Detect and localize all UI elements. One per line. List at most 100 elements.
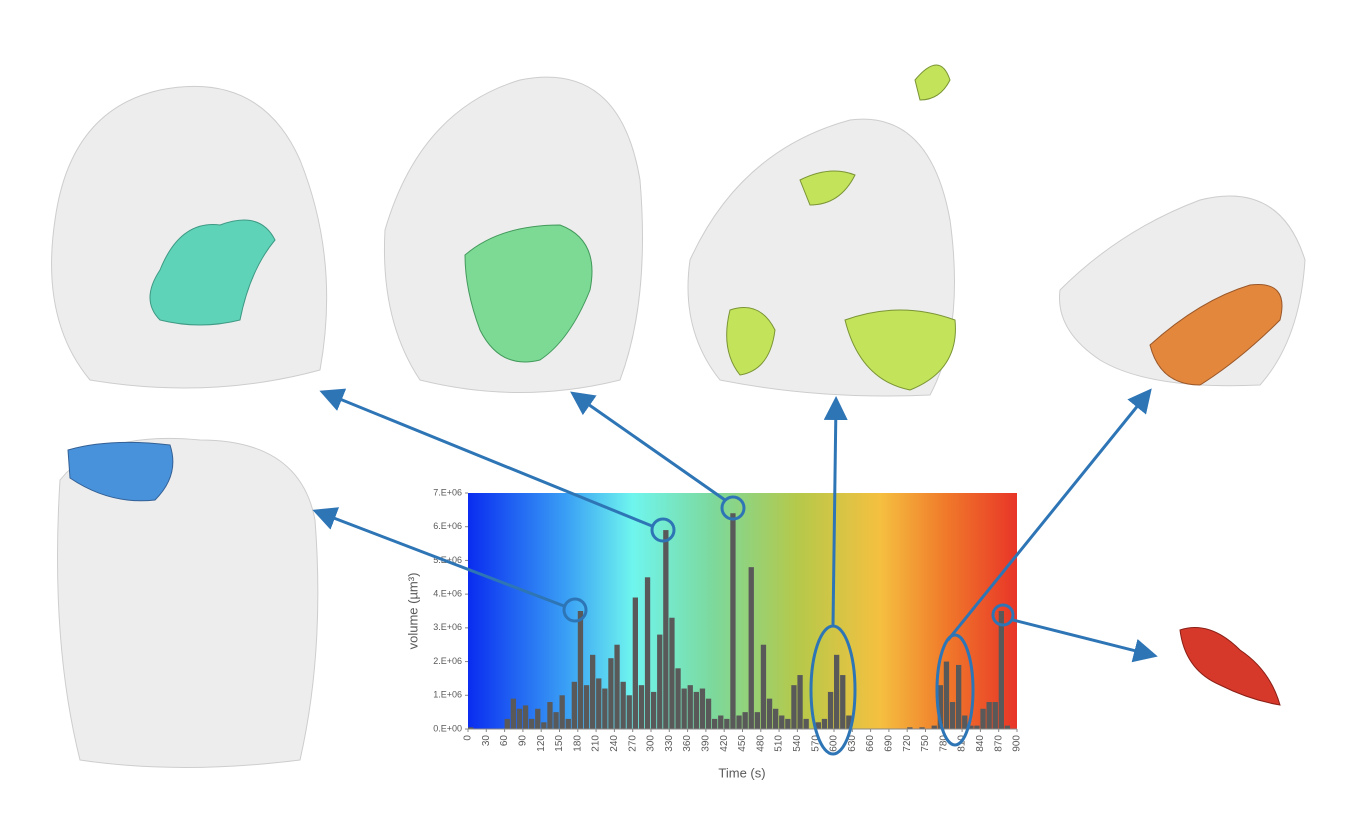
bar — [791, 685, 797, 729]
x-tick-label: 480 — [755, 735, 766, 752]
bar — [754, 712, 760, 729]
annotations — [312, 388, 1158, 756]
bar — [974, 725, 980, 729]
x-tick-label: 90 — [518, 735, 529, 747]
bar — [577, 611, 584, 729]
highlight — [562, 597, 588, 623]
bar — [779, 715, 785, 729]
bar — [724, 718, 730, 729]
bar — [834, 654, 840, 729]
bar — [821, 718, 828, 729]
x-tick-label: 390 — [701, 735, 712, 752]
x-tick-label: 840 — [975, 735, 986, 752]
y-tick-label: 3.E+06 — [433, 622, 462, 632]
rendering-6 — [1179, 627, 1281, 706]
bar — [529, 718, 535, 729]
y-tick-label: 2.E+06 — [433, 656, 462, 666]
rendering-1 — [51, 85, 328, 389]
rendering-3 — [687, 64, 956, 397]
bar — [681, 688, 687, 729]
bar — [559, 695, 565, 729]
x-tick-label: 720 — [902, 735, 913, 752]
bar — [815, 722, 821, 729]
x-axis-label: Time (s) — [718, 765, 765, 780]
bar — [693, 691, 699, 729]
bar — [565, 718, 571, 729]
bar — [699, 688, 706, 729]
x-tick-label: 750 — [920, 735, 931, 752]
x-tick-label: 120 — [536, 735, 547, 752]
bar — [504, 718, 510, 729]
bar — [669, 617, 675, 729]
bar — [992, 702, 998, 729]
bar — [1004, 725, 1011, 729]
bar — [535, 708, 541, 729]
arrow — [946, 388, 1152, 641]
bar — [712, 718, 718, 729]
bar — [608, 658, 614, 729]
bar — [998, 611, 1004, 729]
bar — [602, 688, 608, 729]
bar — [651, 691, 657, 729]
bar — [766, 698, 773, 729]
bar — [468, 727, 474, 729]
bar — [718, 715, 724, 729]
bar — [626, 695, 632, 729]
x-tick-label: 150 — [554, 735, 565, 752]
plot-background — [468, 493, 1017, 729]
arrow — [1012, 618, 1158, 663]
bar — [596, 678, 602, 729]
x-tick-label: 690 — [884, 735, 895, 752]
bar — [943, 661, 950, 729]
bar — [644, 577, 651, 729]
x-tick-label: 660 — [865, 735, 876, 752]
bar — [638, 685, 645, 729]
bar — [797, 675, 803, 729]
x-tick-label: 600 — [829, 735, 840, 752]
bar — [547, 702, 553, 729]
highlight — [935, 633, 975, 747]
bar — [785, 718, 791, 729]
y-tick-label: 0.E+00 — [433, 723, 462, 733]
bar — [937, 685, 943, 729]
bar — [931, 725, 937, 729]
bar — [827, 691, 834, 729]
x-tick-label: 780 — [938, 735, 949, 752]
bar — [919, 727, 925, 729]
x-tick-label: 270 — [627, 735, 638, 752]
bar — [760, 644, 767, 729]
x-tick-label: 630 — [847, 735, 858, 752]
bar — [553, 712, 559, 729]
bar — [614, 644, 620, 729]
bar — [571, 681, 577, 729]
bar — [949, 702, 956, 729]
x-tick-label: 240 — [609, 735, 620, 752]
x-tick-label: 300 — [646, 735, 657, 752]
rendering-5 — [57, 437, 319, 768]
x-tick-label: 360 — [682, 735, 693, 752]
y-tick-label: 1.E+06 — [433, 690, 462, 700]
bar — [675, 668, 681, 729]
bar — [773, 708, 779, 729]
bar — [730, 513, 736, 729]
bar — [840, 675, 846, 729]
bar — [632, 597, 638, 729]
arrow — [312, 507, 565, 608]
y-tick-label: 6.E+06 — [433, 521, 462, 531]
bar — [742, 712, 748, 729]
bar — [541, 722, 547, 729]
x-tick-label: 420 — [719, 735, 730, 752]
bar — [803, 718, 809, 729]
bar — [736, 715, 742, 729]
arrow — [570, 391, 726, 502]
x-tick-label: 60 — [499, 735, 510, 747]
x-tick-label: 900 — [1012, 735, 1023, 752]
arrow — [823, 396, 848, 627]
x-tick-label: 30 — [481, 735, 492, 747]
bar — [510, 698, 516, 729]
x-tick-label: 540 — [792, 735, 803, 752]
x-tick-label: 210 — [591, 735, 602, 752]
bar — [956, 664, 962, 729]
